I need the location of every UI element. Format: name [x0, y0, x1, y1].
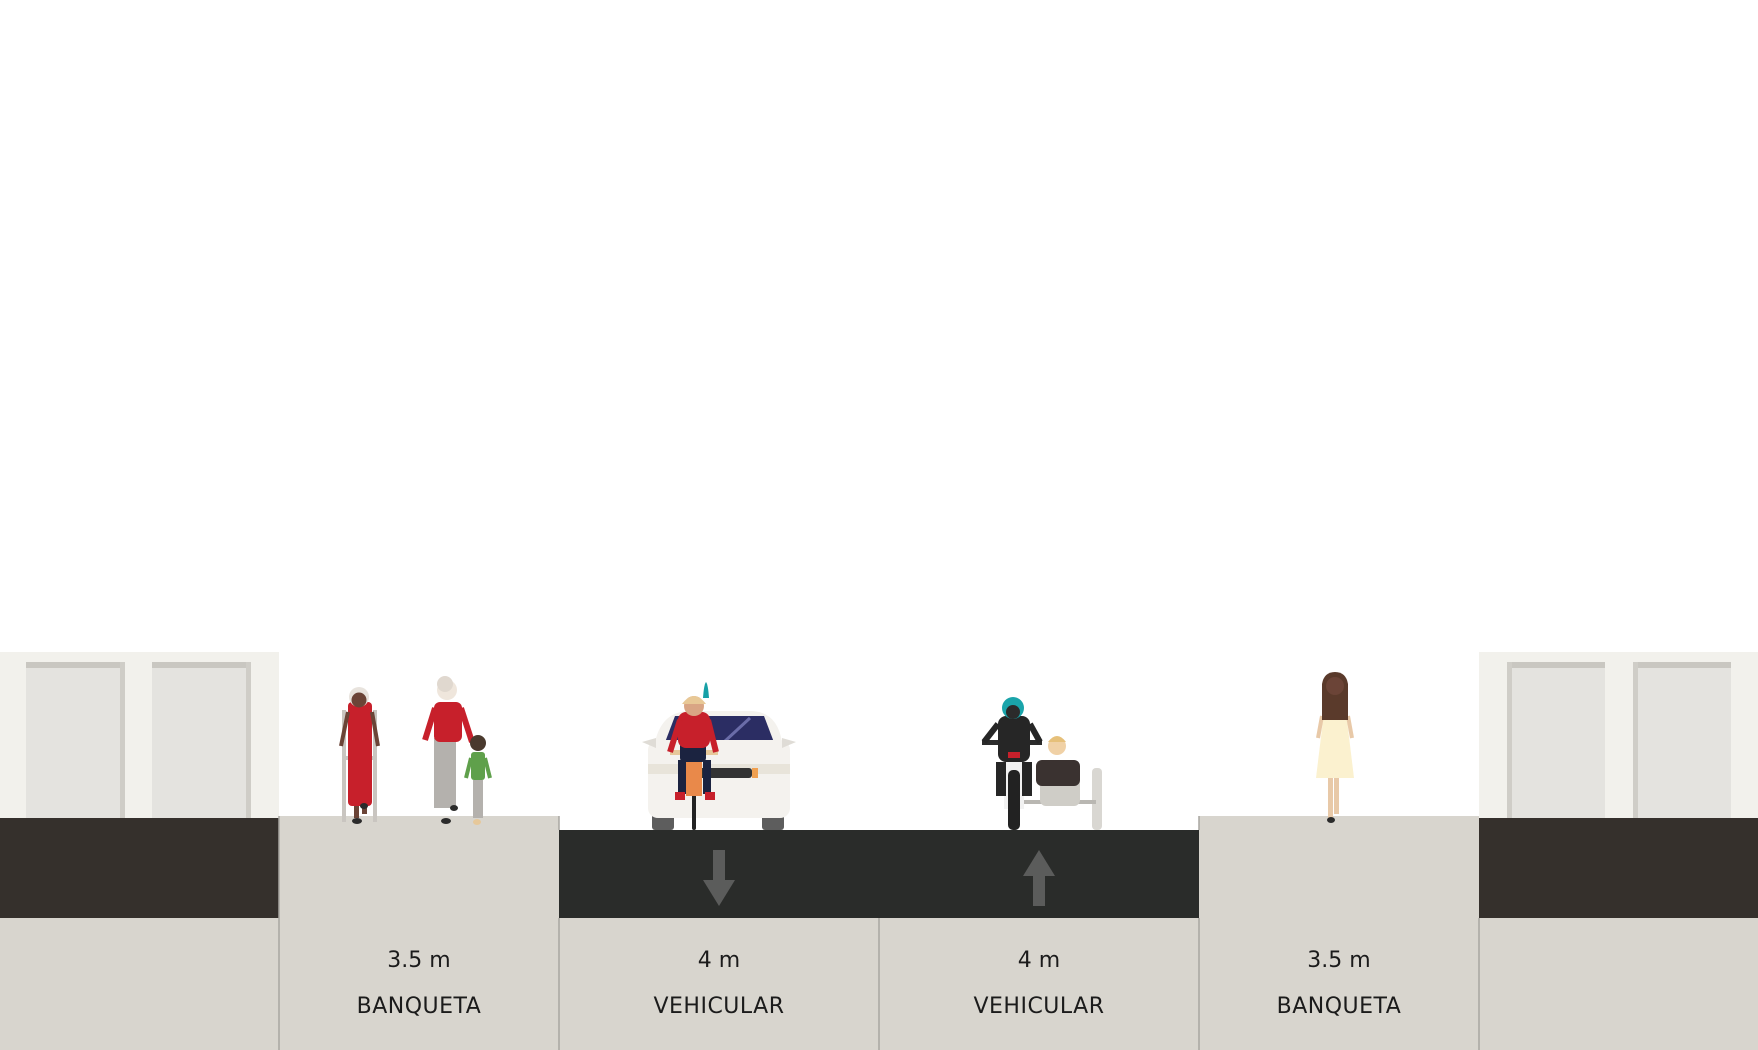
- segment-name-label: BANQUETA: [1276, 994, 1402, 1019]
- segment-dividers: [278, 816, 1480, 1050]
- segment-width-label: 4 m: [697, 948, 741, 973]
- pedestrian-walker-icon: [339, 687, 380, 824]
- sidewalk-left: [279, 816, 559, 1050]
- building-left-icon: [0, 652, 279, 918]
- segment-name-label: BANQUETA: [356, 994, 482, 1019]
- segment-width-label: 3.5 m: [387, 948, 451, 973]
- arrow-up-icon: [1023, 850, 1055, 906]
- sidewalk-right: [1199, 816, 1479, 1050]
- segment-width-label: 3.5 m: [1307, 948, 1371, 973]
- roadway: [559, 830, 1199, 918]
- segment-width-label: 4 m: [1017, 948, 1061, 973]
- motorcycle-sidecar-icon: [981, 697, 1102, 830]
- building-right-icon: [1479, 652, 1758, 918]
- arrow-down-icon: [703, 850, 735, 906]
- car-icon: [642, 711, 796, 830]
- segment-name-label: VEHICULAR: [973, 994, 1105, 1019]
- pedestrian-woman-icon: [1316, 672, 1354, 823]
- cyclist-icon: [667, 682, 719, 830]
- segment-name-label: VEHICULAR: [653, 994, 785, 1019]
- pedestrian-adult-child-icon: [422, 676, 492, 825]
